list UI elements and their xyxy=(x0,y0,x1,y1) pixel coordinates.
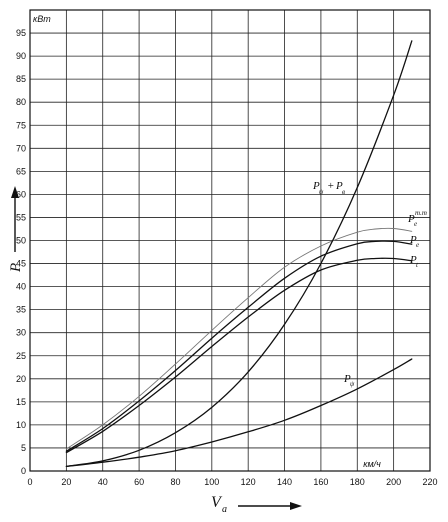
x-tick-labels: 0 20 40 60 80 100 120 140 160 180 200 220 xyxy=(27,477,437,487)
svg-text:P: P xyxy=(343,373,351,385)
y-tick-label: 45 xyxy=(16,259,26,269)
svg-text:P: P xyxy=(409,234,417,246)
y-tick-label: 90 xyxy=(16,51,26,61)
y-tick-label: 70 xyxy=(16,143,26,153)
y-tick-label: 10 xyxy=(16,420,26,430)
x-tick-label: 20 xyxy=(61,477,71,487)
svg-text:e: e xyxy=(416,241,419,249)
svg-text:ψ: ψ xyxy=(319,188,324,196)
legend-label-pt-tm: P e т.т xyxy=(407,209,427,228)
y-tick-label: 50 xyxy=(16,236,26,246)
legend-label-pw: P ψ xyxy=(343,373,355,388)
x-axis-label-sub: a xyxy=(222,504,227,515)
y-tick-label: 65 xyxy=(16,166,26,176)
x-tick-label: 200 xyxy=(386,477,401,487)
series-line-pe xyxy=(65,240,413,452)
x-tick-label: 100 xyxy=(204,477,219,487)
y-tick-label: 75 xyxy=(16,120,26,130)
x-tick-label: 0 xyxy=(27,477,32,487)
svg-text:т.т: т.т xyxy=(415,209,427,217)
chart-curves xyxy=(65,40,413,468)
x-tick-label: 120 xyxy=(241,477,256,487)
legend-label-pw-pf: P ψ + P в xyxy=(312,180,345,196)
chart-grid xyxy=(29,9,431,472)
svg-text:P: P xyxy=(312,180,320,192)
y-tick-label: 60 xyxy=(16,189,26,199)
svg-text:в: в xyxy=(342,188,345,196)
y-tick-label: 95 xyxy=(16,28,26,38)
y-tick-labels: 0 5 10 15 20 25 30 35 40 45 50 55 60 65 70 75 80 85 90 95 xyxy=(16,28,26,476)
y-axis-arrowhead xyxy=(11,186,19,198)
svg-text:P: P xyxy=(407,213,415,225)
y-tick-label: 25 xyxy=(16,351,26,361)
svg-text:+: + xyxy=(327,180,334,192)
svg-text:ψ: ψ xyxy=(350,380,355,388)
y-tick-label: 0 xyxy=(21,466,26,476)
x-tick-label: 60 xyxy=(134,477,144,487)
x-tick-label: 180 xyxy=(350,477,365,487)
x-tick-label: 80 xyxy=(170,477,180,487)
series-line-pt xyxy=(65,257,413,454)
y-tick-label: 30 xyxy=(16,328,26,338)
y-tick-label: 80 xyxy=(16,97,26,107)
x-tick-label: 220 xyxy=(422,477,437,487)
y-tick-label: 5 xyxy=(21,443,26,453)
svg-text:P: P xyxy=(335,180,343,192)
x-tick-label: 160 xyxy=(313,477,328,487)
x-tick-label: 140 xyxy=(277,477,292,487)
series-line-pt_tm xyxy=(65,227,413,450)
x-axis-label: V xyxy=(211,494,223,511)
y-axis-unit: кВт xyxy=(33,14,51,24)
y-tick-label: 35 xyxy=(16,305,26,315)
y-tick-label: 20 xyxy=(16,374,26,384)
y-tick-label: 85 xyxy=(16,74,26,84)
x-axis-arrowhead xyxy=(290,502,302,510)
x-axis-title: V a xyxy=(211,494,302,515)
series-line-pw xyxy=(65,358,413,468)
y-tick-label: 55 xyxy=(16,212,26,222)
svg-text:e: e xyxy=(414,220,417,228)
legend-label-pe: P e xyxy=(409,234,419,249)
y-tick-label: 15 xyxy=(16,397,26,407)
svg-text:t: t xyxy=(416,261,419,269)
y-axis-label: P xyxy=(8,263,24,273)
legend-label-pt: P t xyxy=(409,254,419,269)
x-tick-label: 40 xyxy=(98,477,108,487)
svg-text:P: P xyxy=(409,254,417,266)
y-axis-title: P xyxy=(8,186,24,273)
series-line-pw_pf xyxy=(65,40,413,468)
y-tick-label: 40 xyxy=(16,282,26,292)
x-axis-unit: км/ч xyxy=(363,459,381,469)
plot-frame xyxy=(29,9,431,472)
